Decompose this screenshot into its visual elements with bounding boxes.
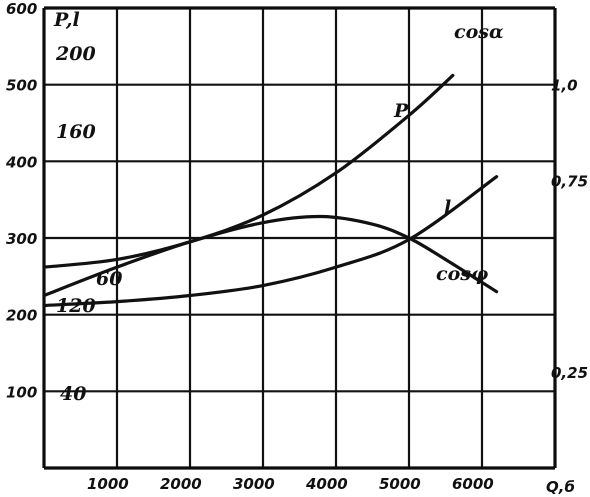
series-label-cos-phi: cosφ: [436, 263, 488, 285]
inner-scale-label: 60: [96, 268, 122, 290]
series-label-p: P: [393, 100, 409, 122]
left-tick-label: 500: [6, 77, 37, 95]
right-axis-label: cosα: [454, 21, 504, 43]
right-tick-label: 0,25: [551, 364, 588, 382]
curve-l: [42, 175, 499, 308]
left-tick-label: 400: [5, 153, 37, 171]
left-tick-label: 100: [6, 383, 37, 401]
left-axis-label: P,l: [53, 9, 80, 31]
left-tick-label: 600: [6, 0, 37, 18]
curve-cos-phi: [42, 214, 499, 298]
x-tick-label: 3000: [233, 475, 275, 493]
x-tick-label: 5000: [379, 475, 421, 493]
left-tick-label: 300: [6, 230, 37, 248]
x-tick-label: 6000: [452, 475, 494, 493]
inner-scale-label: 40: [60, 383, 86, 405]
curve-p: [42, 73, 455, 269]
x-tick-label: 4000: [305, 475, 348, 493]
x-tick-label: 1000: [87, 475, 129, 493]
left-tick-label: 200: [6, 307, 37, 325]
x-tick-label: 2000: [160, 475, 202, 493]
x-axis-label: Q,б: [546, 478, 575, 496]
inner-scale-label: 160: [56, 121, 96, 143]
inner-scale-label: 120: [56, 295, 96, 317]
series-label-l: l: [444, 197, 451, 219]
right-tick-label: 0,75: [551, 173, 588, 191]
right-tick-label: 1,0: [551, 77, 578, 95]
inner-scale-label: 200: [55, 43, 96, 65]
